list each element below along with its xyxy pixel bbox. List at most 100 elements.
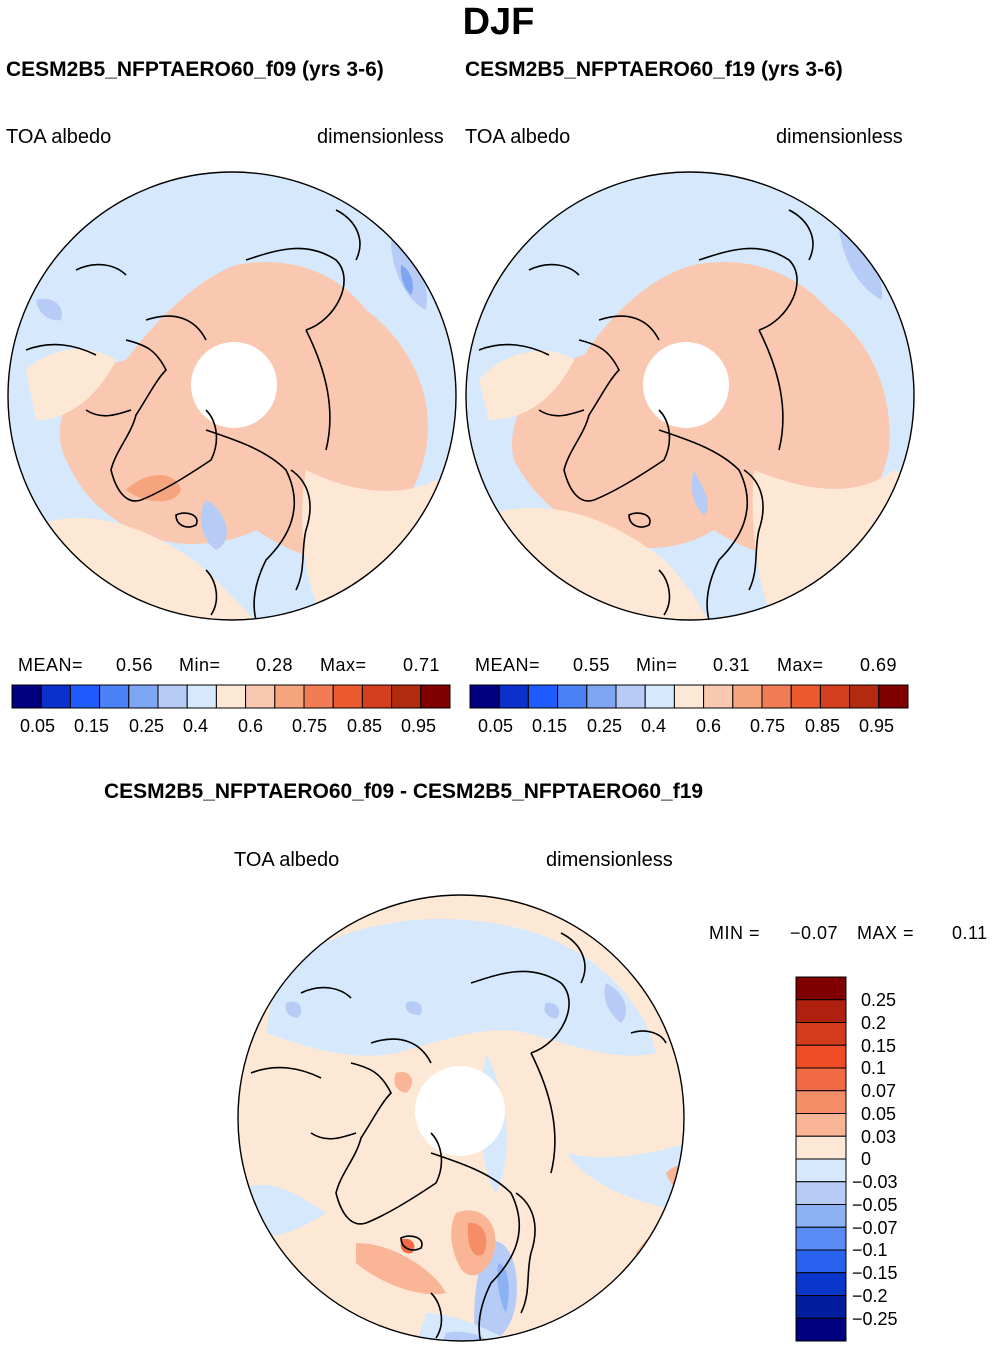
colorbar-f09-tick: 0.25 xyxy=(129,716,165,736)
colorbar-difference-swatch xyxy=(795,1204,847,1228)
difference-title: CESM2B5_NFPTAERO60_f09 - CESM2B5_NFPTAER… xyxy=(104,780,704,803)
colorbar-difference-swatch xyxy=(795,1317,847,1342)
diff-min-value: −0.07 xyxy=(790,923,839,943)
colorbar-f09-swatch xyxy=(69,684,101,709)
colorbar-f19-swatch xyxy=(615,684,646,709)
units-label-f09: dimensionless xyxy=(317,126,444,148)
colorbar-f19-swatch xyxy=(878,684,909,709)
colorbar-difference-tick: −0.05 xyxy=(852,1194,898,1215)
colorbar-f09-swatch xyxy=(128,684,159,709)
units-label-f19: dimensionless xyxy=(776,126,903,148)
colorbar-f09-swatch xyxy=(391,684,422,709)
colorbar-difference-swatch xyxy=(795,1272,847,1296)
colorbar-f09-swatch xyxy=(186,684,217,709)
colorbar-difference-swatch xyxy=(795,999,847,1023)
panel-title-f09: CESM2B5_NFPTAERO60_f09 (yrs 3-6) xyxy=(6,58,384,81)
colorbar-f09-tick: 0.4 xyxy=(183,716,209,736)
mean-label-f19: MEAN= xyxy=(475,655,541,675)
colorbar-f09-swatch xyxy=(157,684,188,709)
colorbar-difference-swatch xyxy=(795,1181,847,1205)
colorbar-f19-swatch xyxy=(673,684,705,709)
colorbar-f09-tick: 0.85 xyxy=(347,716,383,736)
colorbar-difference-tick: −0.2 xyxy=(852,1285,888,1306)
max-value-f09: 0.71 xyxy=(403,655,441,675)
colorbar-difference-swatch xyxy=(795,1044,847,1069)
colorbar-f09-swatch xyxy=(11,684,42,709)
colorbar-difference-tick: −0.03 xyxy=(852,1172,898,1192)
colorbar-difference-tick: −0.1 xyxy=(852,1240,888,1261)
colorbar-difference-tick: −0.15 xyxy=(852,1263,898,1283)
colorbar-f09-tick: 0.75 xyxy=(292,716,328,736)
colorbar-f09-tick: 0.95 xyxy=(401,716,437,736)
colorbar-f19-tick: 0.25 xyxy=(587,716,623,736)
colorbar-f19 xyxy=(469,684,909,709)
mean-value-f09: 0.56 xyxy=(116,655,154,675)
colorbar-f09-swatch xyxy=(361,684,393,709)
colorbar-difference-tick: 0.07 xyxy=(861,1081,897,1101)
diff-max-label: MAX = xyxy=(857,923,915,943)
colorbar-difference-swatch xyxy=(795,1295,847,1319)
colorbar-f19-swatch xyxy=(761,684,792,709)
min-value-f19: 0.31 xyxy=(713,655,751,675)
colorbar-f19-swatch xyxy=(732,684,763,709)
colorbar-difference-tick: 0 xyxy=(861,1149,872,1170)
polar-map-f19 xyxy=(465,171,915,621)
diff-min-label: MIN = xyxy=(709,923,761,943)
colorbar-f19-tick: 0.05 xyxy=(478,716,514,736)
units-label-diff: dimensionless xyxy=(546,849,673,871)
panel-title-f19: CESM2B5_NFPTAERO60_f19 (yrs 3-6) xyxy=(465,58,843,81)
colorbar-difference-tick: 0.05 xyxy=(861,1103,897,1124)
colorbar-f09-swatch xyxy=(303,684,334,709)
colorbar-f09-tick: 0.15 xyxy=(74,716,110,736)
colorbar-f19-tick: 0.95 xyxy=(859,716,895,736)
diff-max-value: 0.11 xyxy=(952,923,988,943)
colorbar-difference-swatch xyxy=(795,1135,847,1160)
colorbar-f19-swatch xyxy=(849,684,880,709)
colorbar-f09-swatch xyxy=(99,684,130,709)
season-title: DJF xyxy=(462,1,535,43)
max-value-f19: 0.69 xyxy=(860,655,898,675)
colorbar-f09-swatch xyxy=(274,684,305,709)
colorbar-f09 xyxy=(11,684,451,709)
mean-label-f09: MEAN= xyxy=(18,655,84,675)
colorbar-difference-swatch xyxy=(795,1158,847,1183)
colorbar-f19-tick: 0.15 xyxy=(532,716,568,736)
colorbar-difference-swatch xyxy=(795,976,847,1001)
colorbar-f19-tick: 0.6 xyxy=(696,716,722,736)
colorbar-difference-tick: −0.07 xyxy=(852,1217,898,1238)
variable-label-diff: TOA albedo xyxy=(234,849,340,871)
variable-label-f09: TOA albedo xyxy=(6,126,112,148)
colorbar-f19-swatch xyxy=(703,684,734,709)
colorbar-difference-tick: 0.03 xyxy=(861,1126,897,1147)
colorbar-difference-tick: −0.25 xyxy=(852,1308,898,1329)
colorbar-difference-swatch xyxy=(795,1090,847,1114)
variable-label-f19: TOA albedo xyxy=(465,126,571,148)
colorbar-difference-tick: 0.15 xyxy=(861,1035,897,1056)
mean-value-f19: 0.55 xyxy=(573,655,611,675)
polar-map-difference xyxy=(237,894,685,1342)
colorbar-f19-swatch xyxy=(469,684,500,709)
colorbar-f19-swatch xyxy=(557,684,588,709)
colorbar-f09-swatch xyxy=(215,684,247,709)
colorbar-f09-swatch xyxy=(420,684,451,709)
colorbar-f09-swatch xyxy=(332,684,363,709)
colorbar-f19-swatch xyxy=(527,684,559,709)
max-label-f09: Max= xyxy=(320,655,367,675)
colorbar-difference-tick: 0.1 xyxy=(861,1058,887,1079)
min-label-f09: Min= xyxy=(179,655,221,675)
max-label-f19: Max= xyxy=(777,655,824,675)
colorbar-f19-swatch xyxy=(819,684,851,709)
colorbar-difference-swatch xyxy=(795,1226,847,1251)
colorbar-difference-tick: 0.25 xyxy=(861,990,897,1010)
colorbar-difference-swatch xyxy=(795,1067,847,1092)
colorbar-f19-tick: 0.75 xyxy=(750,716,786,736)
colorbar-difference xyxy=(795,976,847,1342)
min-value-f09: 0.28 xyxy=(256,655,294,675)
colorbar-f09-tick: 0.6 xyxy=(238,716,264,736)
colorbar-f19-swatch xyxy=(498,684,529,709)
colorbar-f09-tick: 0.05 xyxy=(20,716,56,736)
polar-map-f09 xyxy=(7,171,457,621)
colorbar-f19-swatch xyxy=(790,684,821,709)
colorbar-f19-swatch xyxy=(586,684,617,709)
colorbar-f09-swatch xyxy=(245,684,276,709)
